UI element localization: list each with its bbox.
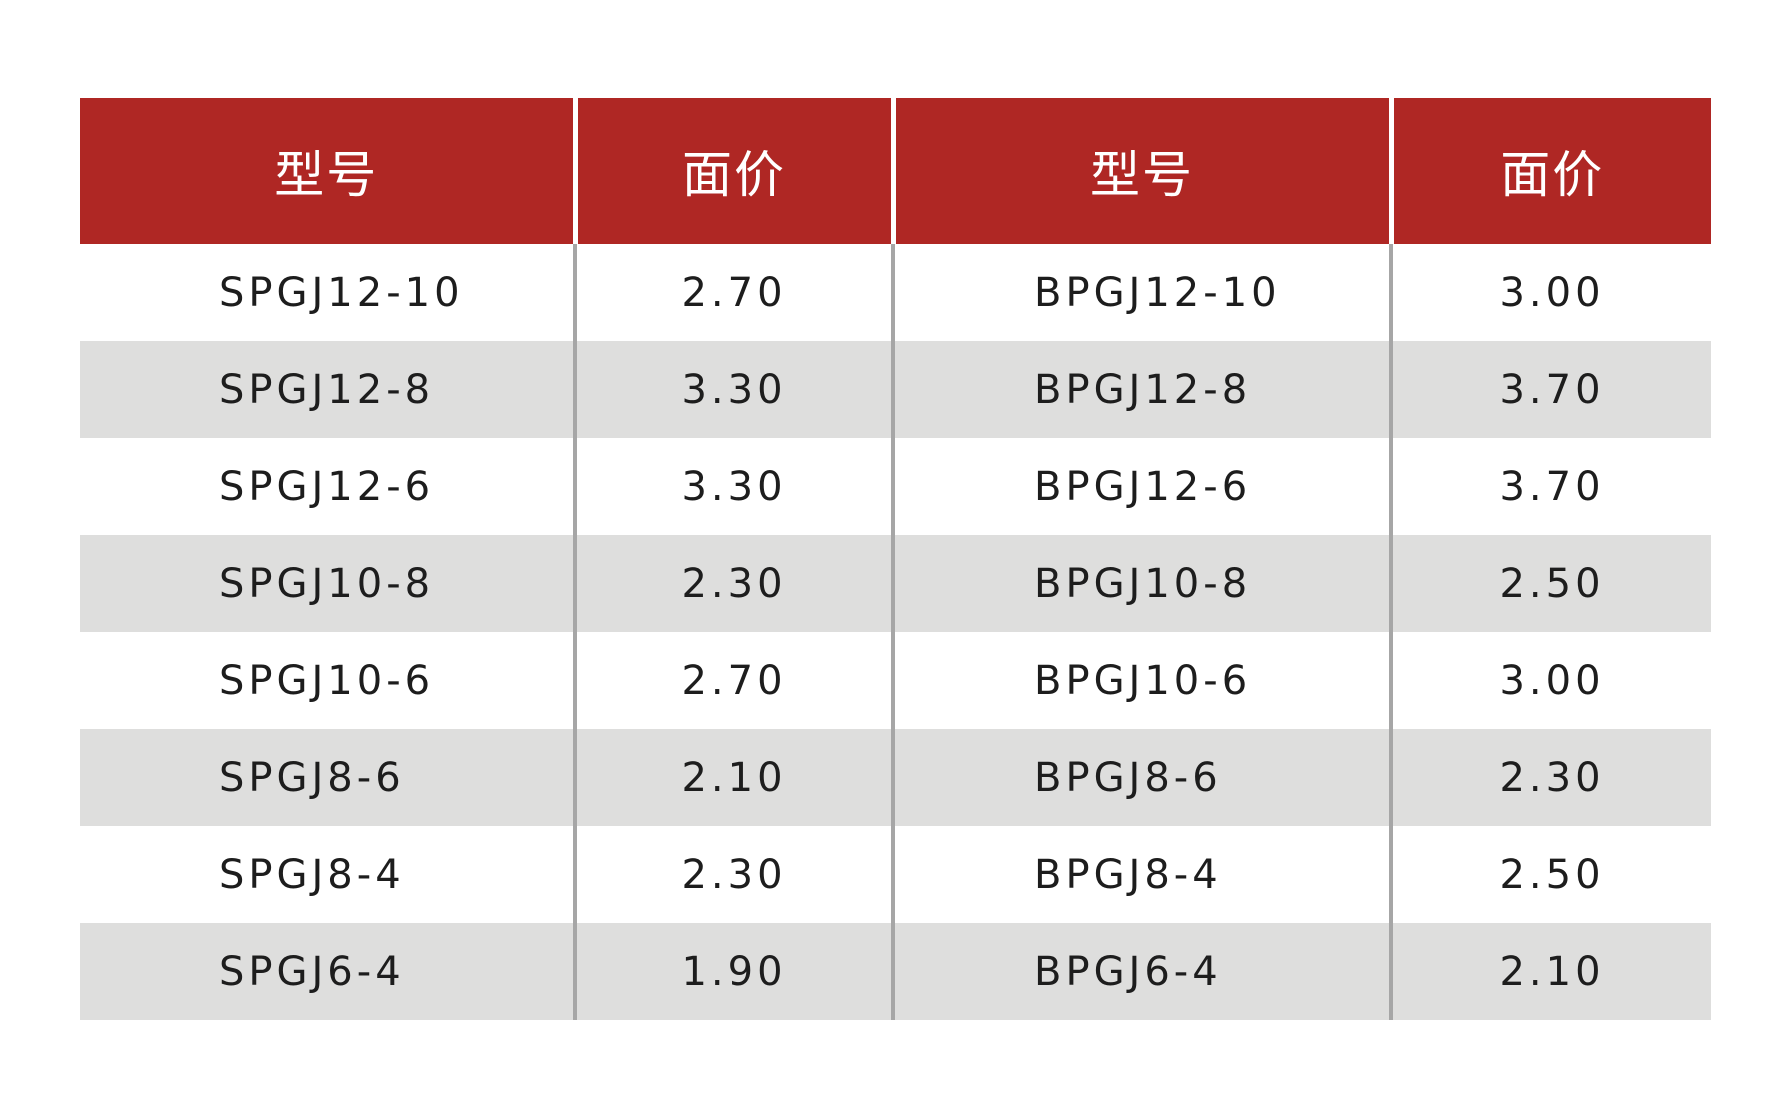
price-table: 型号 面价 型号 面价 SPGJ12-10 2.70 BPGJ12-10 3.0… bbox=[80, 98, 1711, 1020]
table-row: SPGJ10-8 2.30 BPGJ10-8 2.50 bbox=[80, 535, 1711, 632]
table-row: SPGJ6-4 1.90 BPGJ6-4 2.10 bbox=[80, 923, 1711, 1020]
model-cell: SPGJ12-8 bbox=[80, 341, 575, 438]
price-cell: 3.70 bbox=[1389, 341, 1711, 438]
header-model-right: 型号 bbox=[890, 98, 1391, 244]
table-body: SPGJ12-10 2.70 BPGJ12-10 3.00 SPGJ12-8 3… bbox=[80, 244, 1711, 1020]
price-cell: 3.00 bbox=[1389, 244, 1711, 341]
model-cell: SPGJ6-4 bbox=[80, 923, 575, 1020]
price-cell: 3.00 bbox=[1389, 632, 1711, 729]
model-cell: BPGJ6-4 bbox=[891, 923, 1391, 1020]
model-cell: BPGJ12-6 bbox=[891, 438, 1391, 535]
price-cell: 2.50 bbox=[1389, 535, 1711, 632]
price-cell: 3.70 bbox=[1389, 438, 1711, 535]
price-cell: 2.50 bbox=[1389, 826, 1711, 923]
header-row: 型号 面价 型号 面价 bbox=[80, 98, 1711, 244]
price-cell: 3.30 bbox=[573, 341, 893, 438]
table-header: 型号 面价 型号 面价 bbox=[80, 98, 1711, 244]
model-cell: BPGJ10-8 bbox=[891, 535, 1391, 632]
model-cell: SPGJ8-6 bbox=[80, 729, 575, 826]
price-cell: 3.30 bbox=[573, 438, 893, 535]
model-cell: SPGJ12-10 bbox=[80, 244, 575, 341]
price-cell: 2.70 bbox=[573, 632, 893, 729]
table-row: SPGJ12-8 3.30 BPGJ12-8 3.70 bbox=[80, 341, 1711, 438]
model-cell: SPGJ12-6 bbox=[80, 438, 575, 535]
price-cell: 2.10 bbox=[573, 729, 893, 826]
table-row: SPGJ12-6 3.30 BPGJ12-6 3.70 bbox=[80, 438, 1711, 535]
price-cell: 2.30 bbox=[573, 535, 893, 632]
model-cell: BPGJ12-10 bbox=[891, 244, 1391, 341]
header-price-right: 面价 bbox=[1388, 98, 1711, 244]
model-cell: BPGJ8-6 bbox=[891, 729, 1391, 826]
table-row: SPGJ12-10 2.70 BPGJ12-10 3.00 bbox=[80, 244, 1711, 341]
header-model-left: 型号 bbox=[80, 98, 575, 244]
table-row: SPGJ8-4 2.30 BPGJ8-4 2.50 bbox=[80, 826, 1711, 923]
price-cell: 2.30 bbox=[573, 826, 893, 923]
price-cell: 2.70 bbox=[573, 244, 893, 341]
model-cell: BPGJ8-4 bbox=[891, 826, 1391, 923]
model-cell: SPGJ10-6 bbox=[80, 632, 575, 729]
price-cell: 1.90 bbox=[573, 923, 893, 1020]
table-row: SPGJ10-6 2.70 BPGJ10-6 3.00 bbox=[80, 632, 1711, 729]
table-row: SPGJ8-6 2.10 BPGJ8-6 2.30 bbox=[80, 729, 1711, 826]
model-cell: SPGJ8-4 bbox=[80, 826, 575, 923]
model-cell: BPGJ12-8 bbox=[891, 341, 1391, 438]
model-cell: SPGJ10-8 bbox=[80, 535, 575, 632]
price-cell: 2.30 bbox=[1389, 729, 1711, 826]
price-cell: 2.10 bbox=[1389, 923, 1711, 1020]
header-price-left: 面价 bbox=[572, 98, 893, 244]
model-cell: BPGJ10-6 bbox=[891, 632, 1391, 729]
